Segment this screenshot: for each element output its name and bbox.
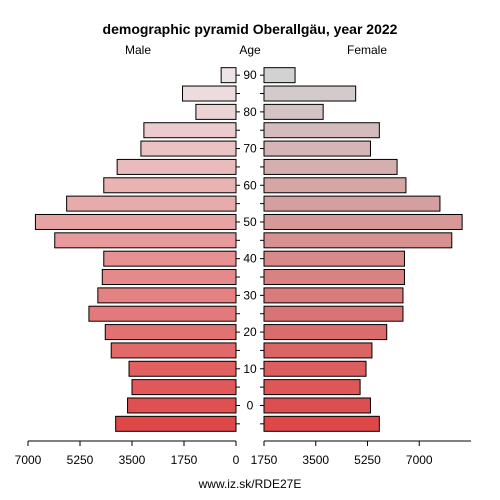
male-bar <box>131 379 237 396</box>
age-tick-label: 70 <box>243 142 257 156</box>
x-tick-label: 1750 <box>251 453 278 467</box>
male-bar <box>195 103 237 120</box>
x-tick-label: 3500 <box>302 453 329 467</box>
female-bar <box>263 342 373 359</box>
age-tick-label: 10 <box>243 362 257 376</box>
female-bar <box>263 122 380 139</box>
female-label: Female <box>347 43 387 57</box>
female-bar <box>263 397 371 414</box>
female-bar <box>263 269 405 286</box>
x-tick-label: 0 <box>233 453 240 467</box>
female-bar <box>263 232 453 249</box>
source-footer: www.iz.sk/RDE27E <box>198 477 302 491</box>
female-bar <box>263 103 324 120</box>
male-bar <box>143 122 237 139</box>
female-bar <box>263 360 367 377</box>
age-tick-label: 40 <box>243 252 257 266</box>
x-tick-label: 7000 <box>15 453 42 467</box>
female-bar <box>263 195 441 212</box>
male-bar <box>103 250 237 267</box>
male-bar <box>54 232 237 249</box>
female-bar <box>263 85 357 102</box>
male-bar <box>101 269 237 286</box>
x-tick-label: 7000 <box>406 453 433 467</box>
age-tick-label: 50 <box>243 215 257 229</box>
male-bar <box>128 360 237 377</box>
female-bar <box>263 250 405 267</box>
female-bar <box>263 324 388 341</box>
male-bar <box>182 85 237 102</box>
male-bar <box>97 287 237 304</box>
male-bar <box>110 342 237 359</box>
female-bar <box>263 140 371 157</box>
x-axis: 7000 5250 3500 1750 0 1750 3500 5250 7000 <box>15 440 471 467</box>
x-tick-label: 1750 <box>171 453 198 467</box>
male-bar <box>140 140 237 157</box>
age-tick-label: 60 <box>243 178 257 192</box>
female-bar <box>263 67 296 84</box>
male-bar <box>103 177 237 194</box>
age-tick-label: 80 <box>243 105 257 119</box>
female-bar <box>263 305 404 322</box>
age-tick-label: 0 <box>247 398 254 412</box>
age-axis: 90 80 70 60 50 40 30 20 10 0 <box>236 68 264 425</box>
x-tick-label: 5250 <box>67 453 94 467</box>
male-bar <box>116 158 237 175</box>
male-bar <box>115 415 237 432</box>
age-label: Age <box>239 43 261 57</box>
female-bar <box>263 213 463 230</box>
female-bar <box>263 158 398 175</box>
male-bar <box>220 67 237 84</box>
male-label: Male <box>125 43 151 57</box>
x-tick-label: 5250 <box>354 453 381 467</box>
age-tick-label: 30 <box>243 288 257 302</box>
female-bar <box>263 379 361 396</box>
male-bar <box>88 305 237 322</box>
female-bars <box>263 67 463 432</box>
chart-title: demographic pyramid Oberallgäu, year 202… <box>103 21 398 37</box>
male-bar <box>104 324 237 341</box>
x-tick-label: 3500 <box>119 453 146 467</box>
age-tick-label: 90 <box>243 68 257 82</box>
female-bar <box>263 415 380 432</box>
male-bars <box>34 67 237 432</box>
male-bar <box>66 195 237 212</box>
female-bar <box>263 287 404 304</box>
age-tick-label: 20 <box>243 325 257 339</box>
male-bar <box>34 213 237 230</box>
female-bar <box>263 177 407 194</box>
male-bar <box>127 397 237 414</box>
